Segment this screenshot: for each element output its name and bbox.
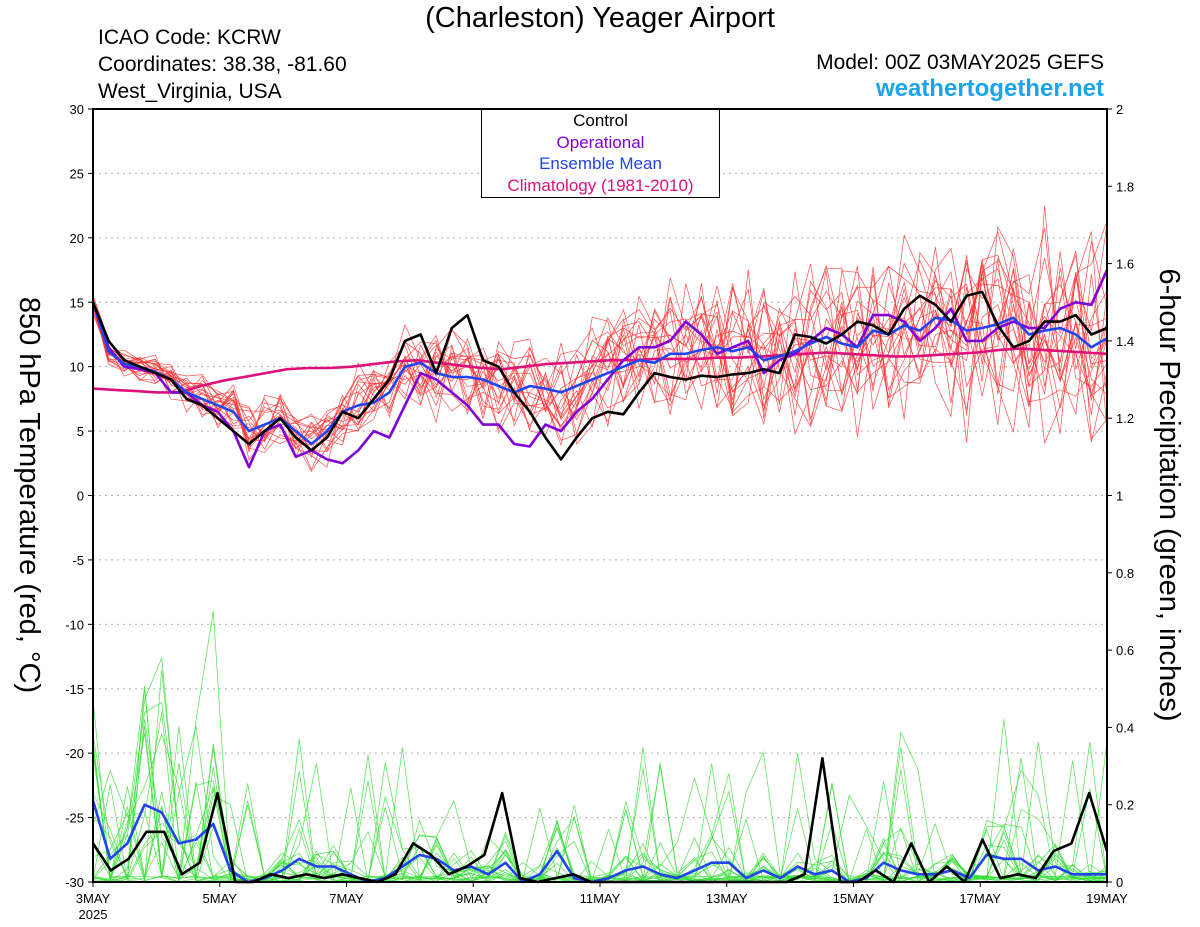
temp-member-line: [92, 263, 1108, 454]
control-line: [91, 290, 1108, 461]
y-right-tick-label: 0.4: [1116, 720, 1134, 735]
temp-member-line: [92, 283, 1108, 461]
x-tick-label: 19MAY: [1086, 891, 1128, 906]
y-left-tick-label: 30: [70, 102, 84, 117]
y-left-tick-label: -25: [65, 811, 84, 826]
y-left-tick-label: -30: [65, 875, 84, 890]
y-left-tick-label: -20: [65, 746, 84, 761]
model-run: Model: 00Z 03MAY2025 GEFS: [816, 51, 1104, 74]
x-tick-label: 11MAY: [580, 891, 621, 906]
precip-member-line: [92, 754, 1108, 883]
y-right-tick-label: 1.8: [1116, 179, 1134, 194]
y-right-tick-label: 1.6: [1116, 257, 1134, 272]
axis-ticks: 302520151050-5-10-15-20-25-3021.81.61.41…: [65, 102, 1134, 922]
temp-member-line: [92, 228, 1108, 444]
plot-frame: [92, 108, 1108, 883]
ensemble-mean-line: [91, 301, 1108, 446]
y-axis-left-label: 850 hPa Temperature (red, °C): [13, 297, 45, 693]
series-lines: [91, 269, 1109, 884]
site-name: weathertogether.net: [875, 75, 1104, 102]
y-left-tick-label: 0: [77, 489, 84, 504]
temp-member-line: [92, 262, 1108, 473]
operational-line: [91, 269, 1109, 469]
climatology-line: [92, 347, 1108, 394]
precip-member-line: [92, 685, 1108, 883]
legend-operational: Operational: [556, 132, 645, 152]
temp-member-line: [92, 267, 1108, 450]
y-left-tick-label: 25: [70, 166, 84, 181]
x-tick-label: 7MAY: [329, 891, 364, 906]
y-right-tick-label: 0: [1116, 875, 1123, 890]
temp-member-line: [92, 264, 1108, 471]
y-right-tick-label: 0.6: [1116, 643, 1134, 658]
chart-title: (Charleston) Yeager Airport: [425, 2, 775, 34]
temp-member-line: [92, 276, 1108, 451]
x-tick-label: 5MAY: [203, 891, 238, 906]
precip-member-line: [92, 669, 1108, 883]
temp-member-line: [92, 234, 1108, 452]
y-left-tick-label: 5: [77, 424, 84, 439]
x-tick-label: 9MAY: [456, 891, 491, 906]
region: West_Virginia, USA: [98, 80, 282, 103]
legend: Control Operational Ensemble Mean Climat…: [481, 109, 720, 198]
y-right-tick-label: 1.4: [1116, 334, 1134, 349]
y-left-tick-label: -10: [65, 617, 84, 632]
y-axis-right-label: 6-hour Precipitation (green, inches): [1153, 269, 1185, 722]
x-tick-label: 3MAY: [76, 891, 111, 906]
legend-control: Control: [573, 111, 628, 130]
icao-code: ICAO Code: KCRW: [98, 26, 281, 49]
y-left-tick-label: 10: [70, 360, 84, 375]
ensemble-members: [92, 205, 1108, 884]
y-right-tick-label: 1: [1116, 489, 1123, 504]
y-left-tick-label: -15: [65, 682, 84, 697]
x-year-label: 2025: [79, 907, 108, 922]
temp-member-line: [92, 254, 1108, 455]
precip-member-line: [92, 753, 1108, 883]
precip-member-line: [92, 719, 1108, 883]
legend-climo: Climatology (1981-2010): [507, 175, 694, 195]
y-left-tick-label: 15: [70, 295, 84, 310]
x-tick-label: 17MAY: [959, 891, 1001, 906]
x-tick-label: 15MAY: [833, 891, 875, 906]
temp-member-line: [92, 230, 1108, 459]
precip-member-line: [92, 610, 1108, 883]
precip-member-line: [92, 762, 1108, 883]
y-right-tick-label: 1.2: [1116, 411, 1134, 426]
precip-member-line: [92, 657, 1108, 883]
precip-member-line: [92, 719, 1108, 883]
y-left-tick-label: -5: [72, 553, 84, 568]
y-right-tick-label: 2: [1116, 102, 1123, 117]
temp-member-line: [92, 205, 1108, 458]
coordinates: Coordinates: 38.38, -81.60: [98, 53, 347, 76]
grid: [93, 172, 1107, 819]
legend-mean: Ensemble Mean: [539, 154, 662, 173]
y-right-tick-label: 0.8: [1116, 566, 1134, 581]
y-left-tick-label: 20: [70, 231, 84, 246]
precip-member-line: [92, 688, 1108, 883]
y-right-tick-label: 0.2: [1116, 798, 1134, 813]
temp-member-line: [92, 225, 1108, 430]
x-tick-label: 13MAY: [706, 891, 748, 906]
